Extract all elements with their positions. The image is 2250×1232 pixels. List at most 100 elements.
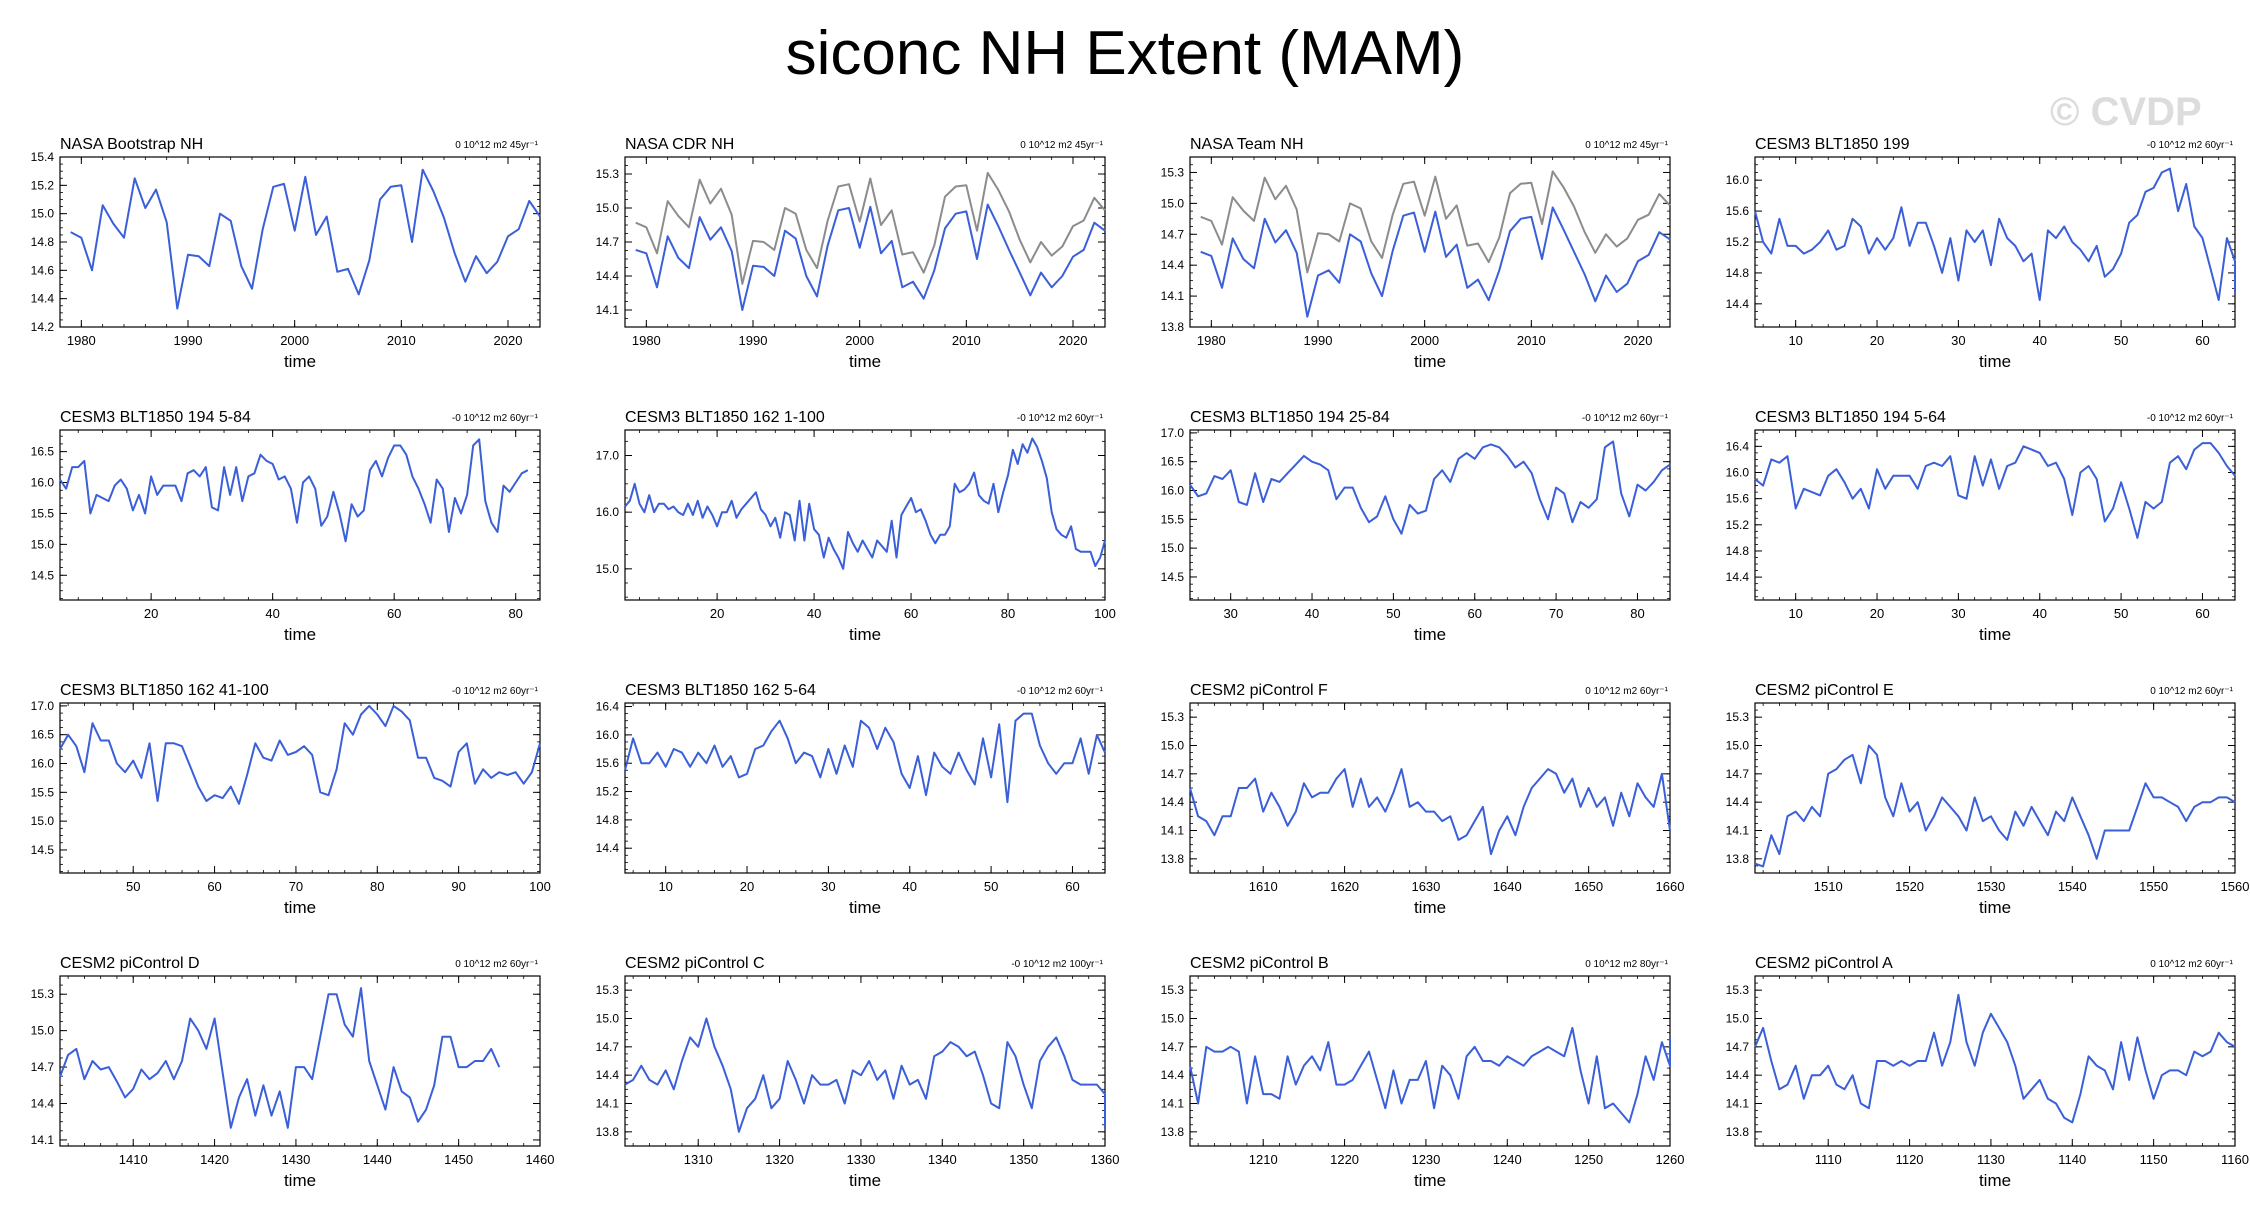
panel-units: -0 10^12 m2 60yr⁻¹ bbox=[2147, 140, 2234, 151]
x-tick-label: 1350 bbox=[1009, 1152, 1038, 1167]
x-tick-label: 1620 bbox=[1330, 879, 1359, 894]
y-tick-label: 14.1 bbox=[1161, 1097, 1185, 1111]
x-tick-label: 2000 bbox=[280, 333, 309, 348]
x-tick-label: 40 bbox=[2033, 606, 2047, 621]
x-tick-label: 1340 bbox=[928, 1152, 957, 1167]
y-tick-label: 16.0 bbox=[1161, 484, 1185, 498]
x-tick-label: 70 bbox=[289, 879, 303, 894]
x-tick-label: 60 bbox=[1065, 879, 1079, 894]
x-tick-label: 20 bbox=[144, 606, 158, 621]
x-axis-label: time bbox=[1979, 898, 2011, 917]
y-tick-label: 15.3 bbox=[1726, 710, 1750, 724]
panel-2: NASA Team NH 0 10^12 m2 45yr⁻¹ 15.3 15.0 14.… bbox=[1161, 136, 1671, 371]
panel-title: CESM3 BLT1850 194 25-84 bbox=[1190, 409, 1390, 426]
y-tick-label: 15.0 bbox=[31, 1024, 55, 1038]
y-tick-label: 17.0 bbox=[596, 449, 620, 463]
x-tick-label: 20 bbox=[740, 879, 754, 894]
x-tick-label: 20 bbox=[1870, 606, 1884, 621]
x-tick-label: 60 bbox=[387, 606, 401, 621]
y-tick-label: 14.1 bbox=[1161, 289, 1185, 303]
panel-units: 0 10^12 m2 45yr⁻¹ bbox=[1020, 140, 1103, 151]
x-axis-label: time bbox=[1414, 1171, 1446, 1190]
panel-units: -0 10^12 m2 60yr⁻¹ bbox=[1017, 686, 1104, 697]
y-tick-label: 15.3 bbox=[1161, 983, 1185, 997]
panel-units: 0 10^12 m2 80yr⁻¹ bbox=[1585, 959, 1668, 970]
x-tick-label: 40 bbox=[265, 606, 279, 621]
y-tick-label: 15.3 bbox=[1726, 983, 1750, 997]
reference-series-line bbox=[635, 171, 1106, 285]
x-tick-label: 1130 bbox=[1977, 1152, 2005, 1167]
x-tick-label: 40 bbox=[807, 606, 821, 621]
panel-units: -0 10^12 m2 100yr⁻¹ bbox=[1011, 959, 1103, 970]
x-tick-label: 40 bbox=[2033, 333, 2047, 348]
panel-8: CESM3 BLT1850 162 41-100 -0 10^12 m2 60yr… bbox=[31, 682, 551, 917]
y-tick-label: 15.0 bbox=[1726, 739, 1750, 753]
x-tick-label: 1420 bbox=[200, 1152, 229, 1167]
panel-title: CESM2 piControl A bbox=[1755, 955, 1893, 972]
panel-3: CESM3 BLT1850 199 -0 10^12 m2 60yr⁻¹ 16.0 1… bbox=[1726, 136, 2236, 371]
x-tick-label: 100 bbox=[1094, 606, 1116, 621]
x-tick-label: 30 bbox=[1951, 333, 1965, 348]
y-tick-label: 14.1 bbox=[596, 1097, 620, 1111]
panel-0: NASA Bootstrap NH 0 10^12 m2 45yr⁻¹ 15.4 15… bbox=[31, 136, 541, 371]
y-tick-label: 14.4 bbox=[596, 269, 620, 283]
series-line bbox=[1200, 206, 1671, 318]
panel-15: CESM2 piControl A 0 10^12 m2 60yr⁻¹ 15.3 15… bbox=[1726, 955, 2249, 1190]
y-tick-label: 13.8 bbox=[1161, 852, 1185, 866]
y-tick-label: 15.0 bbox=[31, 207, 55, 221]
y-tick-label: 14.4 bbox=[1161, 795, 1185, 809]
y-tick-label: 15.6 bbox=[1726, 204, 1750, 218]
panel-7: CESM3 BLT1850 194 5-64 -0 10^12 m2 60yr⁻¹… bbox=[1726, 409, 2236, 644]
x-axis-label: time bbox=[849, 898, 881, 917]
x-tick-label: 2010 bbox=[1517, 333, 1546, 348]
reference-series-line bbox=[1200, 170, 1671, 274]
panel-units: -0 10^12 m2 60yr⁻¹ bbox=[452, 686, 539, 697]
x-tick-label: 2010 bbox=[952, 333, 981, 348]
cvdp-watermark: © CVDP bbox=[2050, 90, 2202, 134]
y-tick-label: 15.6 bbox=[1726, 492, 1750, 506]
x-axis-label: time bbox=[1979, 352, 2011, 371]
x-tick-label: 10 bbox=[658, 879, 672, 894]
y-tick-label: 16.0 bbox=[1726, 466, 1750, 480]
x-tick-label: 2000 bbox=[1410, 333, 1439, 348]
panel-title: CESM2 piControl E bbox=[1755, 682, 1894, 699]
y-tick-label: 15.0 bbox=[596, 562, 620, 576]
y-tick-label: 14.4 bbox=[1726, 795, 1750, 809]
series-line bbox=[624, 712, 1106, 804]
y-tick-label: 13.8 bbox=[1161, 320, 1185, 334]
plot-frame bbox=[624, 975, 1106, 1147]
y-tick-label: 14.8 bbox=[596, 813, 620, 827]
y-tick-label: 16.0 bbox=[596, 728, 620, 742]
series-line bbox=[59, 704, 541, 805]
plot-frame bbox=[1189, 702, 1671, 874]
x-tick-label: 80 bbox=[508, 606, 522, 621]
y-tick-label: 13.8 bbox=[596, 1125, 620, 1139]
y-tick-label: 14.6 bbox=[31, 263, 55, 277]
x-axis-label: time bbox=[284, 352, 316, 371]
x-tick-label: 1650 bbox=[1574, 879, 1603, 894]
y-tick-label: 14.1 bbox=[31, 1133, 55, 1147]
x-tick-label: 1630 bbox=[1411, 879, 1440, 894]
plot-frame bbox=[1754, 975, 2236, 1147]
x-tick-label: 1440 bbox=[363, 1152, 392, 1167]
y-tick-label: 15.0 bbox=[596, 201, 620, 215]
panel-units: -0 10^12 m2 60yr⁻¹ bbox=[452, 413, 539, 424]
x-tick-label: 20 bbox=[1870, 333, 1884, 348]
panel-units: 0 10^12 m2 45yr⁻¹ bbox=[1585, 140, 1668, 151]
y-tick-label: 15.0 bbox=[31, 814, 55, 828]
series-line bbox=[1754, 993, 2236, 1124]
plot-frame bbox=[59, 156, 541, 328]
x-tick-label: 1260 bbox=[1656, 1152, 1685, 1167]
y-tick-label: 14.7 bbox=[31, 1060, 55, 1074]
x-tick-label: 1660 bbox=[1656, 879, 1685, 894]
plot-frame bbox=[1754, 429, 2236, 601]
y-tick-label: 16.0 bbox=[1726, 173, 1750, 187]
x-tick-label: 2020 bbox=[1624, 333, 1653, 348]
y-tick-label: 16.5 bbox=[1161, 455, 1185, 469]
series-line bbox=[1754, 744, 2236, 868]
x-axis-label: time bbox=[1979, 1171, 2011, 1190]
y-tick-label: 14.4 bbox=[596, 841, 620, 855]
series-line bbox=[624, 1017, 1106, 1133]
x-tick-label: 30 bbox=[1951, 606, 1965, 621]
